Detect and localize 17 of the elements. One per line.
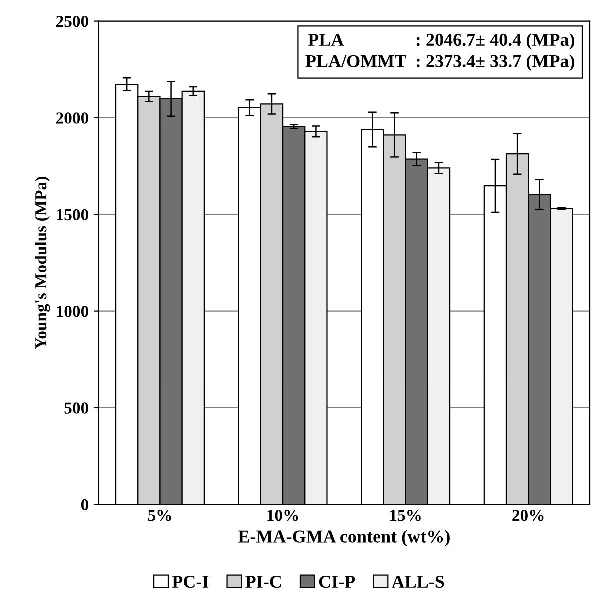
x-tick-label: 20%: [512, 510, 544, 522]
legend-label: CI-P: [319, 576, 356, 588]
y-tick-label: 500: [64, 402, 88, 414]
y-tick-label: 0: [81, 499, 88, 511]
x-tick-label: 10%: [268, 510, 298, 522]
y-tick-label: 2000: [56, 112, 88, 124]
y-axis-title: Young's Modulus (MPa): [34, 177, 50, 350]
y-tick-label: 1000: [57, 306, 88, 318]
x-tick-label: 15%: [390, 510, 421, 522]
y-tick-label: 1500: [57, 209, 88, 221]
legend-label: ALL-S: [392, 576, 444, 588]
x-tick-label: 5%: [148, 510, 172, 522]
annotation: PLA : 2046.7± 40.4 (MPa) PLA/OMMT : 2373.4± 33.7 (MPa): [306, 33, 574, 72]
legend-label: PC-I: [172, 576, 209, 588]
legend-label: PI-C: [246, 576, 282, 588]
x-axis-title: E-MA-GMA content (wt%): [238, 530, 450, 547]
y-tick-label: 2500: [56, 16, 88, 28]
